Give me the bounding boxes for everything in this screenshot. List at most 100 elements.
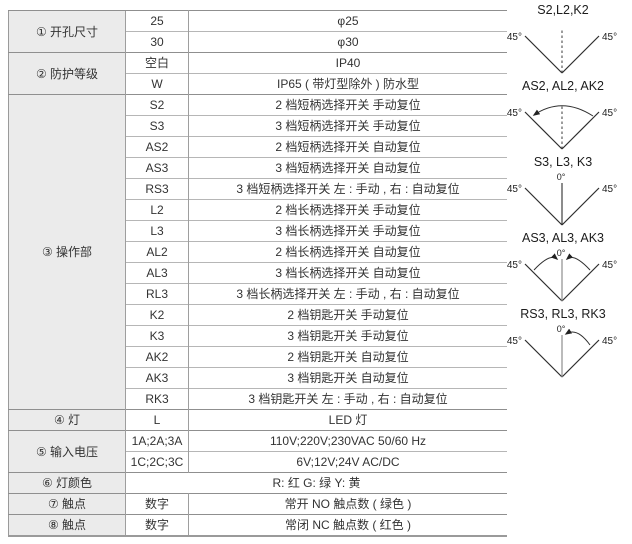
diagram-title: S2,L2,K2 [537, 3, 589, 17]
desc-cell: φ30 [188, 31, 507, 53]
desc-cell: 2 档短柄选择开关 手动复位 [188, 94, 507, 116]
code-cell: AK3 [125, 367, 189, 389]
svg-text:0°: 0° [557, 248, 566, 258]
table-row: ⑦ 触点 数字 常开 NO 触点数 ( 绿色 ) [8, 493, 507, 515]
desc-cell: 3 档长柄选择开关 左 : 手动 , 右 : 自动复位 [188, 283, 507, 305]
desc-cell: R: 红 G: 绿 Y: 黄 [125, 472, 507, 494]
table-row: RS3 3 档短柄选择开关 左 : 手动 , 右 : 自动复位 [9, 178, 507, 200]
code-cell: RK3 [125, 388, 189, 410]
code-cell: 25 [125, 10, 189, 32]
code-cell: S2 [125, 94, 189, 116]
angle-diagram-2pos-icon: 45° 45° [507, 28, 617, 74]
table-row: W IP65 ( 带灯型除外 ) 防水型 [9, 73, 507, 95]
code-cell: RL3 [125, 283, 189, 305]
code-cell: AK2 [125, 346, 189, 368]
desc-cell: 2 档钥匙开关 手动复位 [188, 304, 507, 326]
diagram-as3-al3-ak3: AS3, AL3, AK3 45° 0° 45° [497, 231, 629, 307]
table-row: L3 3 档长柄选择开关 手动复位 [9, 220, 507, 242]
table-row: AS3 3 档短柄选择开关 自动复位 [9, 157, 507, 179]
angle-diagram-3pos-spring-return-icon: 45° 0° 45° [507, 324, 617, 378]
group-label-operator: ③ 操作部 [8, 94, 126, 410]
spec-table: ① 开孔尺寸 25 φ25 30 φ30 ② 防护等级 空白 IP40 W IP… [8, 10, 507, 537]
code-cell: L2 [125, 199, 189, 221]
desc-cell: IP40 [188, 52, 507, 74]
svg-text:45°: 45° [507, 108, 522, 119]
diagram-title: AS2, AL2, AK2 [521, 79, 604, 93]
svg-text:45°: 45° [507, 184, 522, 195]
svg-text:45°: 45° [602, 184, 617, 195]
table-row: AL3 3 档长柄选择开关 自动复位 [9, 262, 507, 284]
group-label-voltage: ⑤ 输入电压 [8, 430, 126, 473]
desc-cell: 3 档钥匙开关 自动复位 [188, 367, 507, 389]
angle-diagram-3pos-icon: 45° 0° 45° [507, 172, 617, 226]
code-cell: AS2 [125, 136, 189, 158]
table-row: AS2 2 档短柄选择开关 自动复位 [9, 136, 507, 158]
desc-cell: 2 档长柄选择开关 自动复位 [188, 241, 507, 263]
table-row: RL3 3 档长柄选择开关 左 : 手动 , 右 : 自动复位 [9, 283, 507, 305]
code-cell: K2 [125, 304, 189, 326]
diagram-title: S3, L3, K3 [533, 155, 593, 169]
diagram-as2-al2-ak2: AS2, AL2, AK2 45° 45° [497, 79, 629, 155]
table-row: K2 2 档钥匙开关 手动复位 [9, 304, 507, 326]
code-cell: 1C;2C;3C [125, 451, 189, 473]
svg-text:45°: 45° [507, 260, 522, 271]
desc-cell: φ25 [188, 10, 507, 32]
table-row: L2 2 档长柄选择开关 手动复位 [9, 199, 507, 221]
desc-cell: LED 灯 [188, 409, 507, 431]
svg-text:45°: 45° [507, 32, 522, 43]
desc-cell: 6V;12V;24V AC/DC [188, 451, 507, 473]
diagram-title: RS3, RL3, RK3 [520, 307, 606, 321]
code-cell: L [125, 409, 189, 431]
diagram-s2-l2-k2: S2,L2,K2 45° 45° [497, 3, 629, 79]
desc-cell: 2 档钥匙开关 自动复位 [188, 346, 507, 368]
angle-diagrams: S2,L2,K2 45° 45° AS2, AL2, AK2 45° 45° S… [497, 0, 629, 383]
desc-cell: 3 档钥匙开关 手动复位 [188, 325, 507, 347]
desc-cell: IP65 ( 带灯型除外 ) 防水型 [188, 73, 507, 95]
table-row: ③ 操作部 S2 2 档短柄选择开关 手动复位 [8, 94, 507, 410]
diagram-rs3-rl3-rk3: RS3, RL3, RK3 45° 0° 45° [497, 307, 629, 383]
group-label-hole-size: ① 开孔尺寸 [8, 10, 126, 53]
svg-text:0°: 0° [557, 324, 566, 334]
desc-cell: 3 档短柄选择开关 自动复位 [188, 157, 507, 179]
svg-text:45°: 45° [602, 108, 617, 119]
desc-cell: 常开 NO 触点数 ( 绿色 ) [188, 493, 507, 515]
desc-cell: 3 档长柄选择开关 自动复位 [188, 262, 507, 284]
table-row: ② 防护等级 空白 IP40 [8, 52, 507, 95]
table-row: ① 开孔尺寸 25 φ25 [8, 10, 507, 53]
code-cell: 空白 [125, 52, 189, 74]
desc-cell: 3 档短柄选择开关 左 : 手动 , 右 : 自动复位 [188, 178, 507, 200]
code-cell: K3 [125, 325, 189, 347]
table-row: 30 φ30 [9, 31, 507, 53]
code-cell: 数字 [125, 493, 189, 515]
desc-cell: 常闭 NC 触点数 ( 红色 ) [188, 514, 507, 536]
desc-cell: 110V;220V;230VAC 50/60 Hz [188, 430, 507, 452]
code-cell: 1A;2A;3A [125, 430, 189, 452]
table-row: ④ 灯 L LED 灯 [8, 409, 507, 431]
angle-diagram-3pos-auto-icon: 45° 0° 45° [507, 248, 617, 302]
table-row: AK2 2 档钥匙开关 自动复位 [9, 346, 507, 368]
code-cell: AS3 [125, 157, 189, 179]
code-cell: L3 [125, 220, 189, 242]
table-row: ⑧ 触点 数字 常闭 NC 触点数 ( 红色 ) [8, 514, 507, 536]
table-row: K3 3 档钥匙开关 手动复位 [9, 325, 507, 347]
svg-text:0°: 0° [557, 172, 566, 182]
diagram-s3-l3-k3: S3, L3, K3 45° 0° 45° [497, 155, 629, 231]
code-cell: S3 [125, 115, 189, 137]
code-cell: AL3 [125, 262, 189, 284]
diagram-title: AS3, AL3, AK3 [521, 231, 604, 245]
desc-cell: 2 档长柄选择开关 手动复位 [188, 199, 507, 221]
desc-cell: 3 档短柄选择开关 手动复位 [188, 115, 507, 137]
group-label-lamp: ④ 灯 [8, 409, 126, 431]
code-cell: 30 [125, 31, 189, 53]
svg-text:45°: 45° [507, 336, 522, 347]
svg-text:45°: 45° [602, 336, 617, 347]
table-row: AK3 3 档钥匙开关 自动复位 [9, 367, 507, 389]
table-row: RK3 3 档钥匙开关 左 : 手动 , 右 : 自动复位 [9, 388, 507, 410]
table-row: ⑥ 灯颜色 R: 红 G: 绿 Y: 黄 [8, 472, 507, 494]
table-row: AL2 2 档长柄选择开关 自动复位 [9, 241, 507, 263]
group-label-no-contacts: ⑦ 触点 [8, 493, 126, 515]
angle-diagram-2pos-auto-icon: 45° 45° [507, 104, 617, 150]
svg-text:45°: 45° [602, 32, 617, 43]
group-label-protection: ② 防护等级 [8, 52, 126, 95]
